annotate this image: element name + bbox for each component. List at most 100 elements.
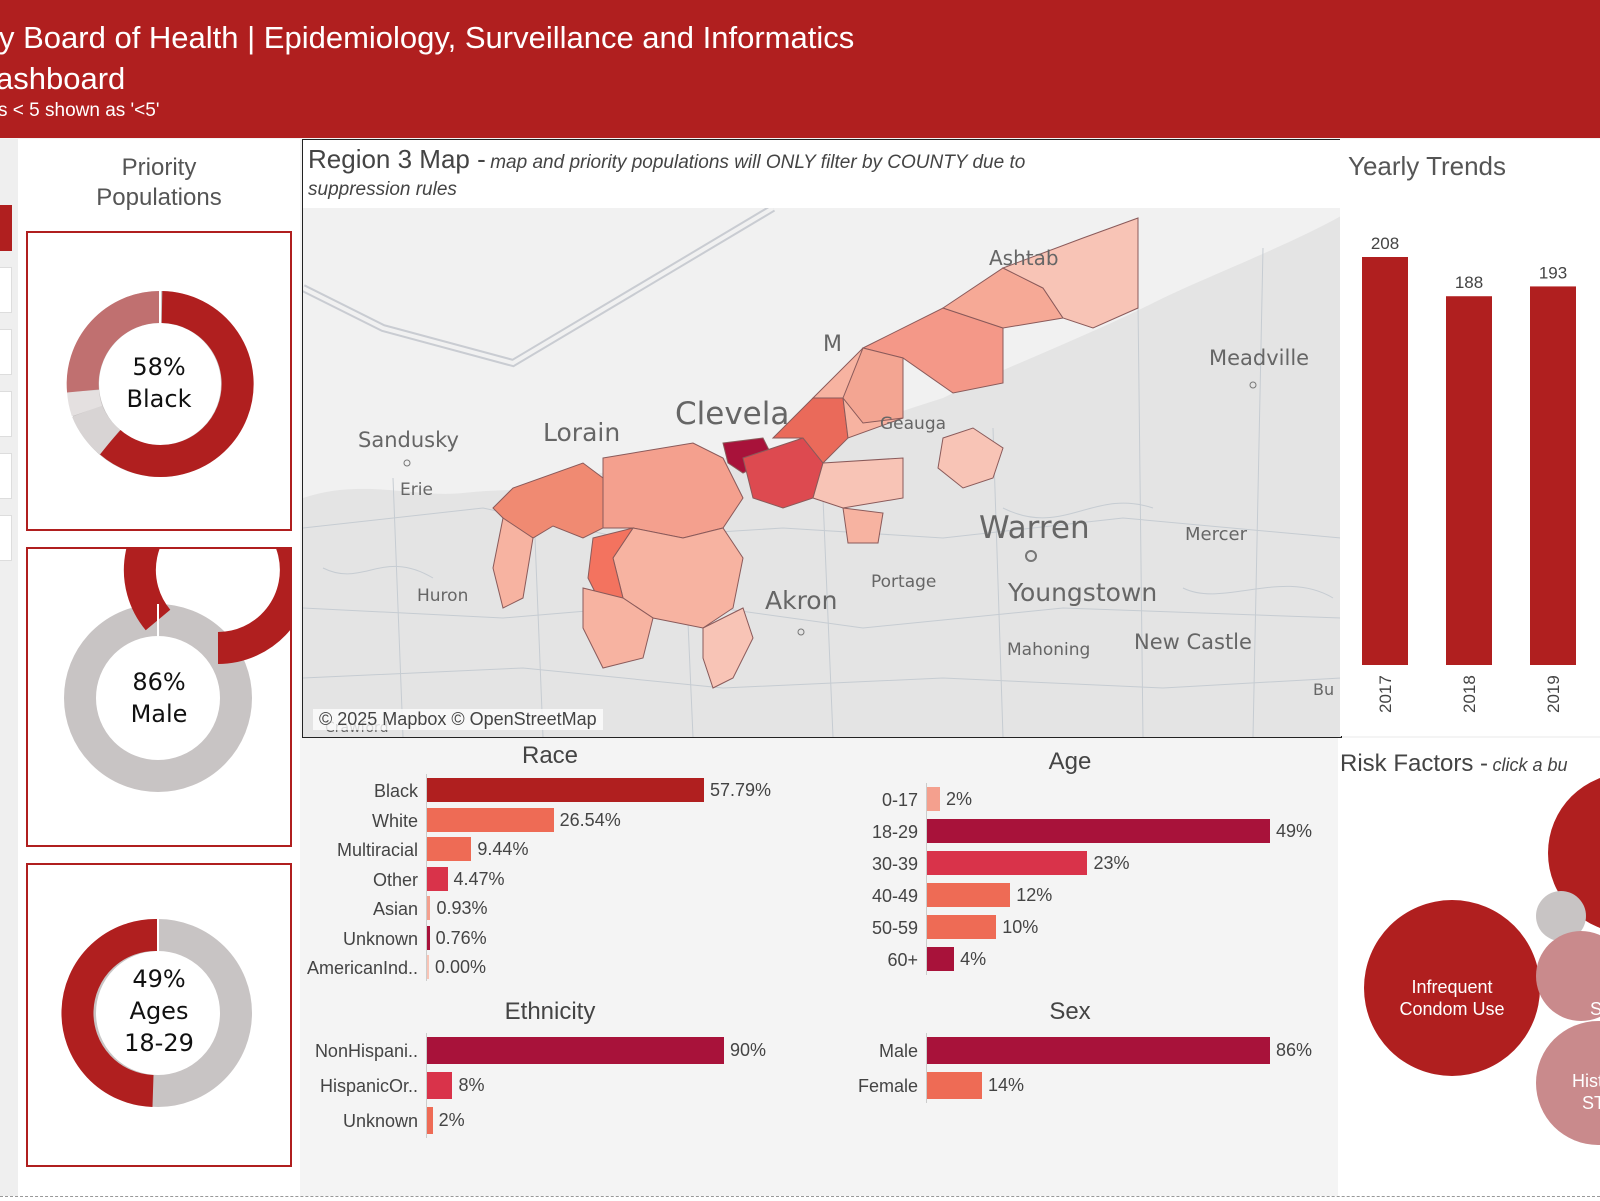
- value-label: 26.54%: [559, 809, 621, 830]
- filter-option[interactable]: [0, 515, 12, 561]
- bar[interactable]: [926, 915, 997, 939]
- donut-segment-other: [67, 389, 103, 417]
- map-title-bold: Region 3 Map -: [308, 144, 486, 174]
- value-label: 49%: [1276, 821, 1313, 841]
- bar[interactable]: [926, 1037, 1270, 1064]
- bar[interactable]: [426, 866, 448, 891]
- race-chart[interactable]: Black 57.79% White 26.54% Multiracial 9.44% Ot…: [300, 774, 820, 988]
- risk-bubble-large[interactable]: [1548, 773, 1600, 933]
- bar[interactable]: [426, 1037, 724, 1064]
- value-label: 0.76%: [435, 927, 487, 948]
- donut-chart-male: [64, 549, 290, 792]
- category-label: Other: [372, 869, 418, 890]
- filter-option-selected[interactable]: [0, 205, 12, 251]
- map-title-note: map and priority populations will ONLY f…: [308, 152, 1026, 200]
- value-label: 14%: [988, 1075, 1025, 1095]
- trends-title: Yearly Trends: [1348, 151, 1507, 181]
- sex-chart[interactable]: Male 86% Female 14%: [820, 1033, 1338, 1117]
- donut-segment-other: [72, 404, 121, 455]
- bar[interactable]: [426, 955, 429, 979]
- yearly-trends-chart[interactable]: 208 2017 188 2018 193 2019: [1340, 139, 1600, 736]
- risk-bubble-s[interactable]: [1536, 931, 1600, 1021]
- category-label: 30-39: [871, 854, 918, 874]
- bar[interactable]: [426, 896, 431, 920]
- bar-axis: [926, 1033, 927, 1103]
- bar[interactable]: [926, 1072, 982, 1099]
- bar[interactable]: [426, 778, 704, 802]
- race-chart-title: Race: [521, 742, 579, 769]
- bar-axis: [426, 1033, 427, 1138]
- filter-panel: [0, 139, 18, 1197]
- donut-segment-male: [123, 549, 290, 664]
- value-label: 12%: [1016, 885, 1053, 905]
- donut-card-male[interactable]: 86% Male: [26, 547, 292, 847]
- map-label-akron: Akron: [765, 586, 838, 615]
- ethnicity-chart[interactable]: NonHispani.. 90% HispanicOr.. 8% Unknown 2%: [300, 1033, 820, 1147]
- bar[interactable]: [926, 819, 1270, 843]
- bar[interactable]: [926, 851, 1088, 875]
- donut-segment-age: [61, 918, 159, 1107]
- priority-title: Priority Populations: [18, 153, 300, 213]
- risk-title: Risk Factors - click a bu: [1340, 750, 1568, 778]
- filter-option[interactable]: [0, 267, 12, 313]
- value-label: 86%: [1276, 1040, 1313, 1060]
- bar[interactable]: [426, 925, 430, 950]
- trend-bar-2019[interactable]: [1530, 286, 1576, 665]
- bar-axis: [926, 783, 927, 975]
- donut-card-black[interactable]: 58% Black: [26, 231, 292, 531]
- risk-bubble-condom[interactable]: [1364, 900, 1540, 1076]
- risk-title-bold: Risk Factors -: [1340, 750, 1489, 777]
- trend-bar-2017[interactable]: [1362, 257, 1408, 665]
- category-label: Multiracial: [336, 840, 418, 860]
- map-title: Region 3 Map - map and priority populati…: [308, 146, 1128, 204]
- bar[interactable]: [426, 807, 554, 832]
- trend-value-label: 208: [1371, 234, 1399, 253]
- donut-label-age: 49% Ages 18-29: [124, 965, 194, 1057]
- map-label-meadville: Meadville: [1209, 346, 1310, 370]
- bar[interactable]: [926, 883, 1011, 907]
- donut-label-male: 86% Male: [130, 668, 188, 728]
- category-label: Black: [373, 781, 418, 801]
- bar[interactable]: [426, 837, 472, 861]
- donut-label-black: 58% Black: [126, 353, 192, 413]
- bottom-divider: [0, 1196, 1600, 1201]
- filter-option[interactable]: [0, 453, 12, 499]
- bar[interactable]: [926, 947, 955, 971]
- choropleth-map[interactable]: Ashtab Meadville Lorain Clevela Sandusky…: [303, 208, 1341, 737]
- donut-chart-black: [66, 290, 254, 477]
- filter-option[interactable]: [0, 329, 12, 375]
- map-label-bu: Bu: [1313, 680, 1335, 699]
- donut-card-age[interactable]: 49% Ages 18-29: [26, 863, 292, 1167]
- value-label: 4.47%: [453, 868, 505, 889]
- category-label: 40-49: [871, 886, 918, 906]
- suppression-note: s < 5 shown as '<5': [0, 100, 160, 121]
- value-label: 2%: [946, 789, 973, 809]
- value-label: 9.44%: [477, 839, 529, 859]
- value-label: 23%: [1093, 853, 1130, 873]
- dashboard-header: y Board of Health | Epidemiology, Survei…: [0, 0, 1600, 138]
- map-label-geauga: Geauga: [880, 414, 947, 434]
- trend-bar-2018[interactable]: [1446, 296, 1492, 665]
- bar[interactable]: [426, 1072, 453, 1099]
- risk-label-s: S: [1589, 999, 1600, 1019]
- map-label-ashtabula: Ashtab: [989, 246, 1059, 270]
- filter-option[interactable]: [0, 391, 12, 437]
- header-subtitle: ashboard: [0, 61, 126, 96]
- category-label: 50-59: [871, 918, 918, 938]
- map-label-erie: Erie: [400, 480, 433, 500]
- risk-label-std: History STD: [1571, 1071, 1600, 1113]
- category-label: Unknown: [342, 928, 418, 949]
- risk-bubble-std[interactable]: [1536, 1021, 1600, 1145]
- risk-bubble-small[interactable]: [1536, 891, 1586, 941]
- priority-title-line1: Priority: [121, 154, 197, 181]
- bar[interactable]: [426, 1107, 433, 1134]
- age-chart[interactable]: 0-17 2% 18-29 49% 30-39 23% 40-49 12% 50-59 10% 60…: [820, 783, 1338, 977]
- bar[interactable]: [926, 787, 941, 811]
- map-label-mahoning: Mahoning: [1007, 640, 1091, 660]
- trend-year-label: 2019: [1544, 675, 1563, 713]
- map-attribution[interactable]: © 2025 Mapbox © OpenStreetMap: [313, 709, 603, 730]
- risk-title-hint: click a bu: [1492, 755, 1568, 775]
- donut-segment-white: [66, 290, 161, 393]
- yearly-trends-panel: Yearly Trends 208 2017 188 2018 193 2019: [1340, 139, 1600, 736]
- priority-populations-panel: Priority Populations 58% Black 86% Male: [18, 139, 300, 1197]
